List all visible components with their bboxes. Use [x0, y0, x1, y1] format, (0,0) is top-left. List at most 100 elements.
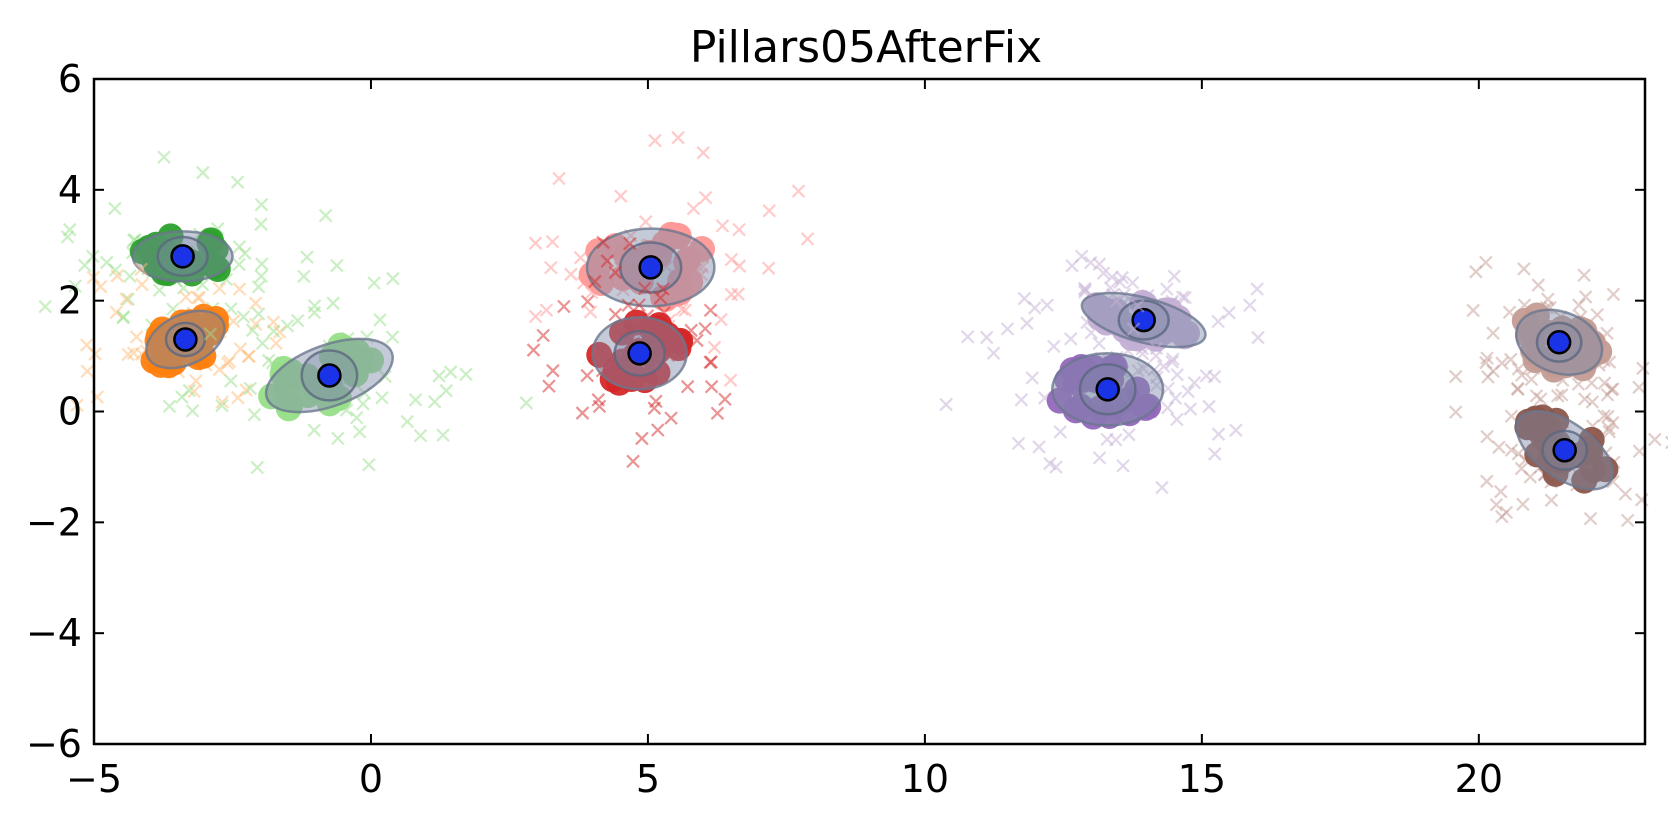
cross-marker — [1489, 497, 1504, 512]
cross-marker — [318, 208, 333, 223]
cluster-green — [38, 150, 344, 332]
cross-marker — [192, 290, 207, 305]
cluster-light-red — [528, 130, 815, 388]
cross-marker — [591, 393, 606, 407]
cross-marker — [1571, 377, 1586, 391]
cross-marker — [162, 399, 177, 414]
cross-marker — [189, 374, 203, 388]
cross-marker — [185, 404, 200, 418]
cross-marker — [1449, 369, 1463, 384]
cross-marker — [614, 189, 628, 203]
cross-marker — [1126, 322, 1141, 336]
cross-marker — [1597, 409, 1611, 423]
cross-marker — [121, 292, 135, 306]
cross-marker — [1025, 371, 1040, 385]
cross-marker — [626, 454, 640, 469]
cross-marker — [1578, 290, 1593, 304]
cross-marker — [1183, 402, 1198, 416]
cross-marker — [255, 257, 269, 271]
cross-marker — [1156, 359, 1171, 374]
cross-marker — [800, 232, 815, 246]
cross-marker — [635, 431, 649, 446]
cross-marker — [648, 133, 662, 148]
cross-marker — [1014, 393, 1029, 407]
cross-marker — [986, 346, 1001, 360]
cross-marker — [1202, 399, 1216, 414]
cross-marker — [1448, 405, 1463, 419]
cross-marker — [1092, 336, 1106, 351]
cross-marker — [704, 379, 719, 394]
cross-marker — [443, 365, 458, 379]
cross-marker — [93, 279, 108, 294]
cross-marker — [1251, 330, 1265, 345]
cross-marker — [583, 305, 598, 319]
cross-marker — [247, 407, 262, 422]
cross-marker — [1011, 436, 1026, 451]
cross-marker — [459, 367, 473, 382]
cross-marker — [413, 428, 428, 443]
cluster-center — [627, 341, 652, 366]
y-tick-label: −4 — [26, 611, 82, 655]
cross-marker — [539, 303, 554, 317]
cross-marker — [119, 292, 133, 306]
cross-marker — [1524, 372, 1539, 387]
cross-marker — [215, 395, 230, 409]
cross-marker — [552, 171, 566, 186]
cross-marker — [690, 333, 704, 348]
cross-marker — [116, 309, 131, 324]
cluster-center — [170, 244, 195, 269]
y-tick-label: −6 — [26, 722, 82, 766]
cross-marker — [1178, 290, 1192, 305]
cluster-center — [317, 363, 342, 388]
cross-marker — [243, 381, 258, 396]
cross-marker — [564, 267, 578, 282]
cross-marker — [230, 175, 245, 189]
cross-marker — [1168, 391, 1183, 406]
chart-title: Pillars05AfterFix — [690, 22, 1042, 73]
cross-marker — [129, 330, 144, 344]
cluster-center — [1095, 377, 1120, 402]
cross-marker — [1229, 423, 1243, 437]
cross-marker — [1170, 367, 1185, 382]
cross-marker — [632, 298, 646, 312]
cross-marker — [1486, 326, 1500, 340]
cluster-orange — [70, 262, 296, 413]
cross-marker — [1078, 283, 1093, 297]
cross-marker — [762, 203, 777, 218]
cross-marker — [62, 222, 77, 237]
cross-marker — [251, 307, 266, 321]
cross-marker — [1544, 493, 1559, 507]
cross-marker — [545, 234, 560, 249]
cross-marker — [108, 201, 122, 216]
cross-marker — [1053, 425, 1068, 439]
cross-marker — [1092, 451, 1107, 465]
cross-marker — [307, 305, 322, 320]
cross-marker — [519, 396, 534, 410]
cross-marker — [600, 254, 615, 268]
cross-marker — [1618, 487, 1633, 501]
dot-marker — [1099, 354, 1126, 381]
cross-marker — [330, 258, 344, 273]
cross-marker — [245, 323, 260, 337]
cross-marker — [939, 397, 953, 412]
cross-marker — [724, 287, 739, 302]
cross-marker — [1109, 433, 1123, 447]
cross-marker — [385, 330, 400, 344]
cross-marker — [1585, 395, 1600, 409]
cross-marker — [190, 290, 205, 305]
cross-marker — [1480, 429, 1494, 444]
cross-marker — [70, 398, 84, 413]
cross-marker — [1165, 355, 1179, 369]
cross-marker — [650, 423, 665, 437]
cluster-purple — [939, 283, 1243, 495]
cross-marker — [307, 423, 321, 437]
dot-marker — [269, 361, 296, 388]
cross-marker — [1149, 341, 1164, 356]
y-tick-label: −2 — [26, 500, 82, 544]
cross-marker — [1181, 384, 1195, 399]
data-layer — [38, 130, 1668, 528]
x-tick-label: 10 — [901, 757, 949, 801]
cross-marker — [356, 397, 370, 411]
cross-marker — [656, 282, 670, 296]
